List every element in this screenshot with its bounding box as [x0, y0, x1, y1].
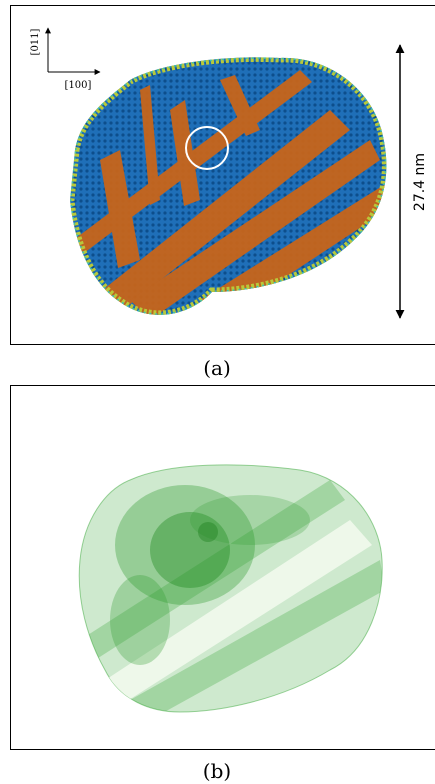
nanoparticle-atoms — [60, 50, 410, 330]
axis-label: [011] — [30, 28, 41, 55]
figure-canvas: [011] [100] 27.4 nm (a) (b) — [0, 0, 435, 784]
panel-label: (b) — [203, 759, 231, 783]
nanoparticle-surfaces — [79, 465, 385, 720]
axis-label: [100] — [65, 80, 92, 91]
figure: [011] [100] 27.4 nm (a) (b) — [0, 0, 435, 784]
scale-bar-label: 27.4 nm — [412, 153, 428, 211]
panel-label: (a) — [203, 356, 231, 380]
